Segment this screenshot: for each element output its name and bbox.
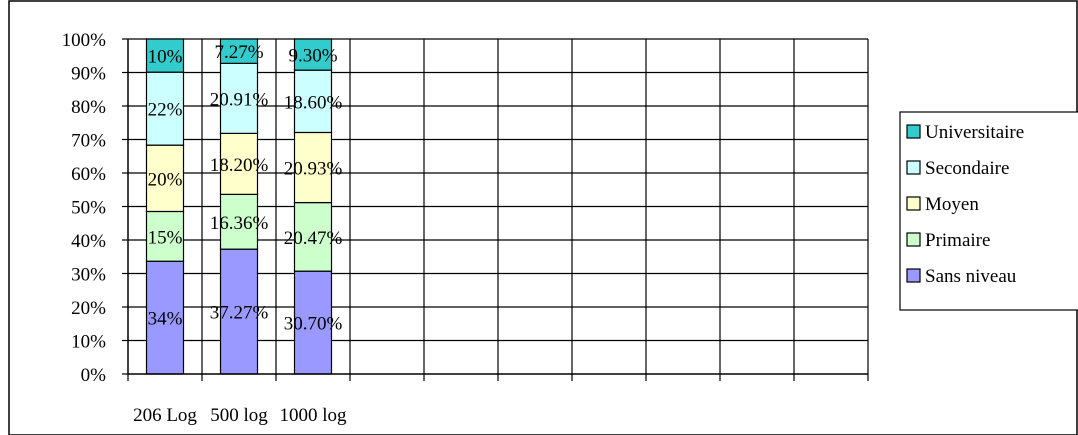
legend-swatch	[906, 160, 921, 175]
data-label: 30.70%	[284, 314, 343, 335]
chart-area-border	[8, 0, 1078, 435]
y-tick-label: 30%	[71, 265, 106, 286]
data-label: 20.47%	[284, 228, 343, 249]
data-label: 16.36%	[210, 213, 269, 234]
legend-label: Primaire	[925, 230, 990, 251]
data-label: 18.20%	[210, 155, 269, 176]
data-label: 20.93%	[284, 159, 343, 180]
bar-segment	[219, 193, 259, 250]
data-label: 9.30%	[288, 46, 337, 67]
legend-label: Sans niveau	[925, 266, 1017, 287]
bar-segment	[293, 38, 333, 71]
bar-segment	[145, 260, 185, 375]
y-tick-label: 80%	[71, 97, 106, 118]
bars: 34% 15% 20% 22% 10% 37.27% 16.36% 18.20% 20.91% 7…	[145, 38, 343, 375]
legend-swatch	[906, 124, 921, 139]
bar-segment	[219, 62, 259, 134]
data-label: 18.60%	[284, 92, 343, 113]
bar-segment	[145, 210, 185, 262]
legend-swatch	[906, 232, 921, 247]
legend-label: Moyen	[925, 194, 979, 215]
data-label: 20.91%	[210, 89, 269, 110]
data-label: 15%	[148, 227, 183, 248]
y-tick-label: 40%	[71, 231, 106, 252]
y-tick-label: 60%	[71, 164, 106, 185]
data-label: 22%	[148, 100, 183, 121]
bar-segment	[293, 201, 333, 272]
x-tick-label: 500 log	[210, 405, 268, 426]
y-tick-label: 0%	[81, 365, 107, 386]
data-label: 7.27%	[214, 42, 263, 63]
data-label: 37.27%	[210, 303, 269, 324]
x-tick-label: 206 Log	[133, 405, 197, 426]
legend-swatch	[906, 196, 921, 211]
bar-segment	[219, 38, 259, 64]
legend: Universitaire Secondaire Moyen Primaire Sans…	[899, 111, 1078, 311]
legend-box	[899, 111, 1078, 311]
y-tick-label: 20%	[71, 298, 106, 319]
bar-segment	[293, 131, 333, 204]
y-tick-label: 100%	[62, 30, 107, 51]
legend-label: Universitaire	[925, 122, 1024, 143]
axes: 0% 10% 20% 30% 40% 50% 60% 70% 80% 90% 100% 206 Log…	[62, 30, 869, 426]
data-label: 10%	[148, 47, 183, 68]
y-tick-label: 10%	[71, 332, 106, 353]
legend-label: Secondaire	[925, 158, 1009, 179]
bar-segment	[219, 132, 259, 195]
y-tick-label: 70%	[71, 131, 106, 152]
bar-segment	[145, 38, 185, 73]
data-label: 20%	[148, 169, 183, 190]
y-tick-label: 50%	[71, 198, 106, 219]
y-tick-label: 90%	[71, 64, 106, 85]
legend-swatch	[906, 268, 921, 283]
data-label: 34%	[148, 309, 183, 330]
x-tick-label: 1000 log	[279, 405, 347, 426]
